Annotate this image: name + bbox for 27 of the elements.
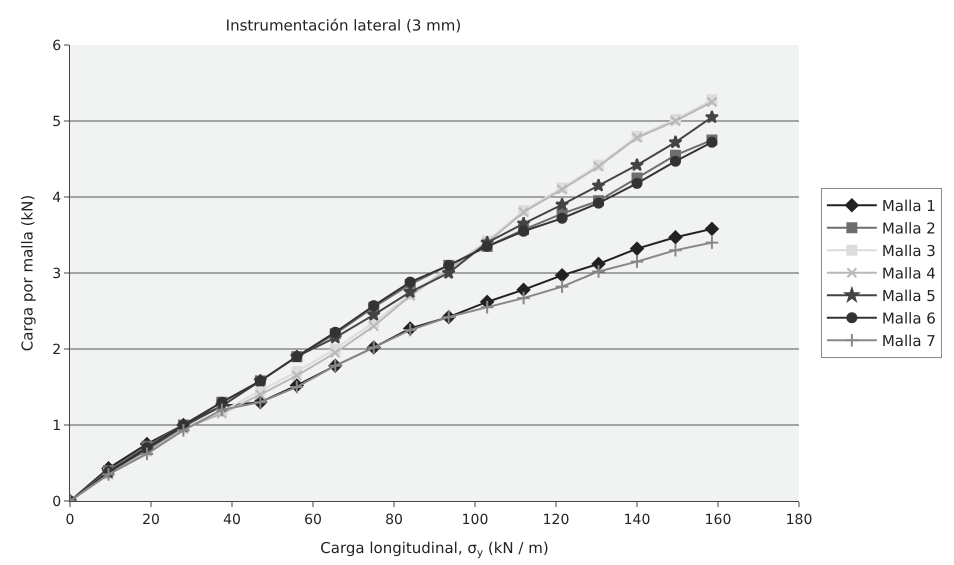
x-axis-title: Carga longitudinal, σ$_{y}$ (kN / m) xyxy=(320,538,549,559)
x-tick-label: 120 xyxy=(542,512,570,528)
y-tick-label: 5 xyxy=(52,114,62,130)
x-tick-label: 100 xyxy=(462,512,488,528)
x-tick-label: 60 xyxy=(304,512,322,528)
legend-label: Malla 1 xyxy=(882,197,936,216)
y-tick-label: 2 xyxy=(52,342,62,358)
legend-label: Malla 3 xyxy=(882,242,936,260)
x-tick-label: 160 xyxy=(704,512,732,528)
y-tick-label: 4 xyxy=(52,190,62,206)
legend-label: Malla 2 xyxy=(882,220,936,238)
x-tick-label: 80 xyxy=(385,512,403,528)
x-tick-label: 140 xyxy=(624,512,650,528)
chart-title: Instrumentación lateral (3 mm) xyxy=(226,16,462,34)
x-tick-label: 20 xyxy=(142,512,160,528)
x-tick-label: 40 xyxy=(223,512,241,528)
y-axis-title: Carga por malla (kN) xyxy=(18,194,37,352)
legend-label: Malla 6 xyxy=(882,310,936,328)
legend-label: Malla 7 xyxy=(882,332,936,350)
x-tick-label: 0 xyxy=(66,512,74,528)
y-tick-label: 0 xyxy=(52,494,62,510)
y-tick-label: 6 xyxy=(52,38,62,54)
y-tick-label: 3 xyxy=(52,266,62,282)
y-tick-label: 1 xyxy=(52,418,62,434)
x-tick-label: 180 xyxy=(786,512,812,528)
legend-label: Malla 4 xyxy=(882,264,936,283)
legend-label: Malla 5 xyxy=(882,287,936,306)
